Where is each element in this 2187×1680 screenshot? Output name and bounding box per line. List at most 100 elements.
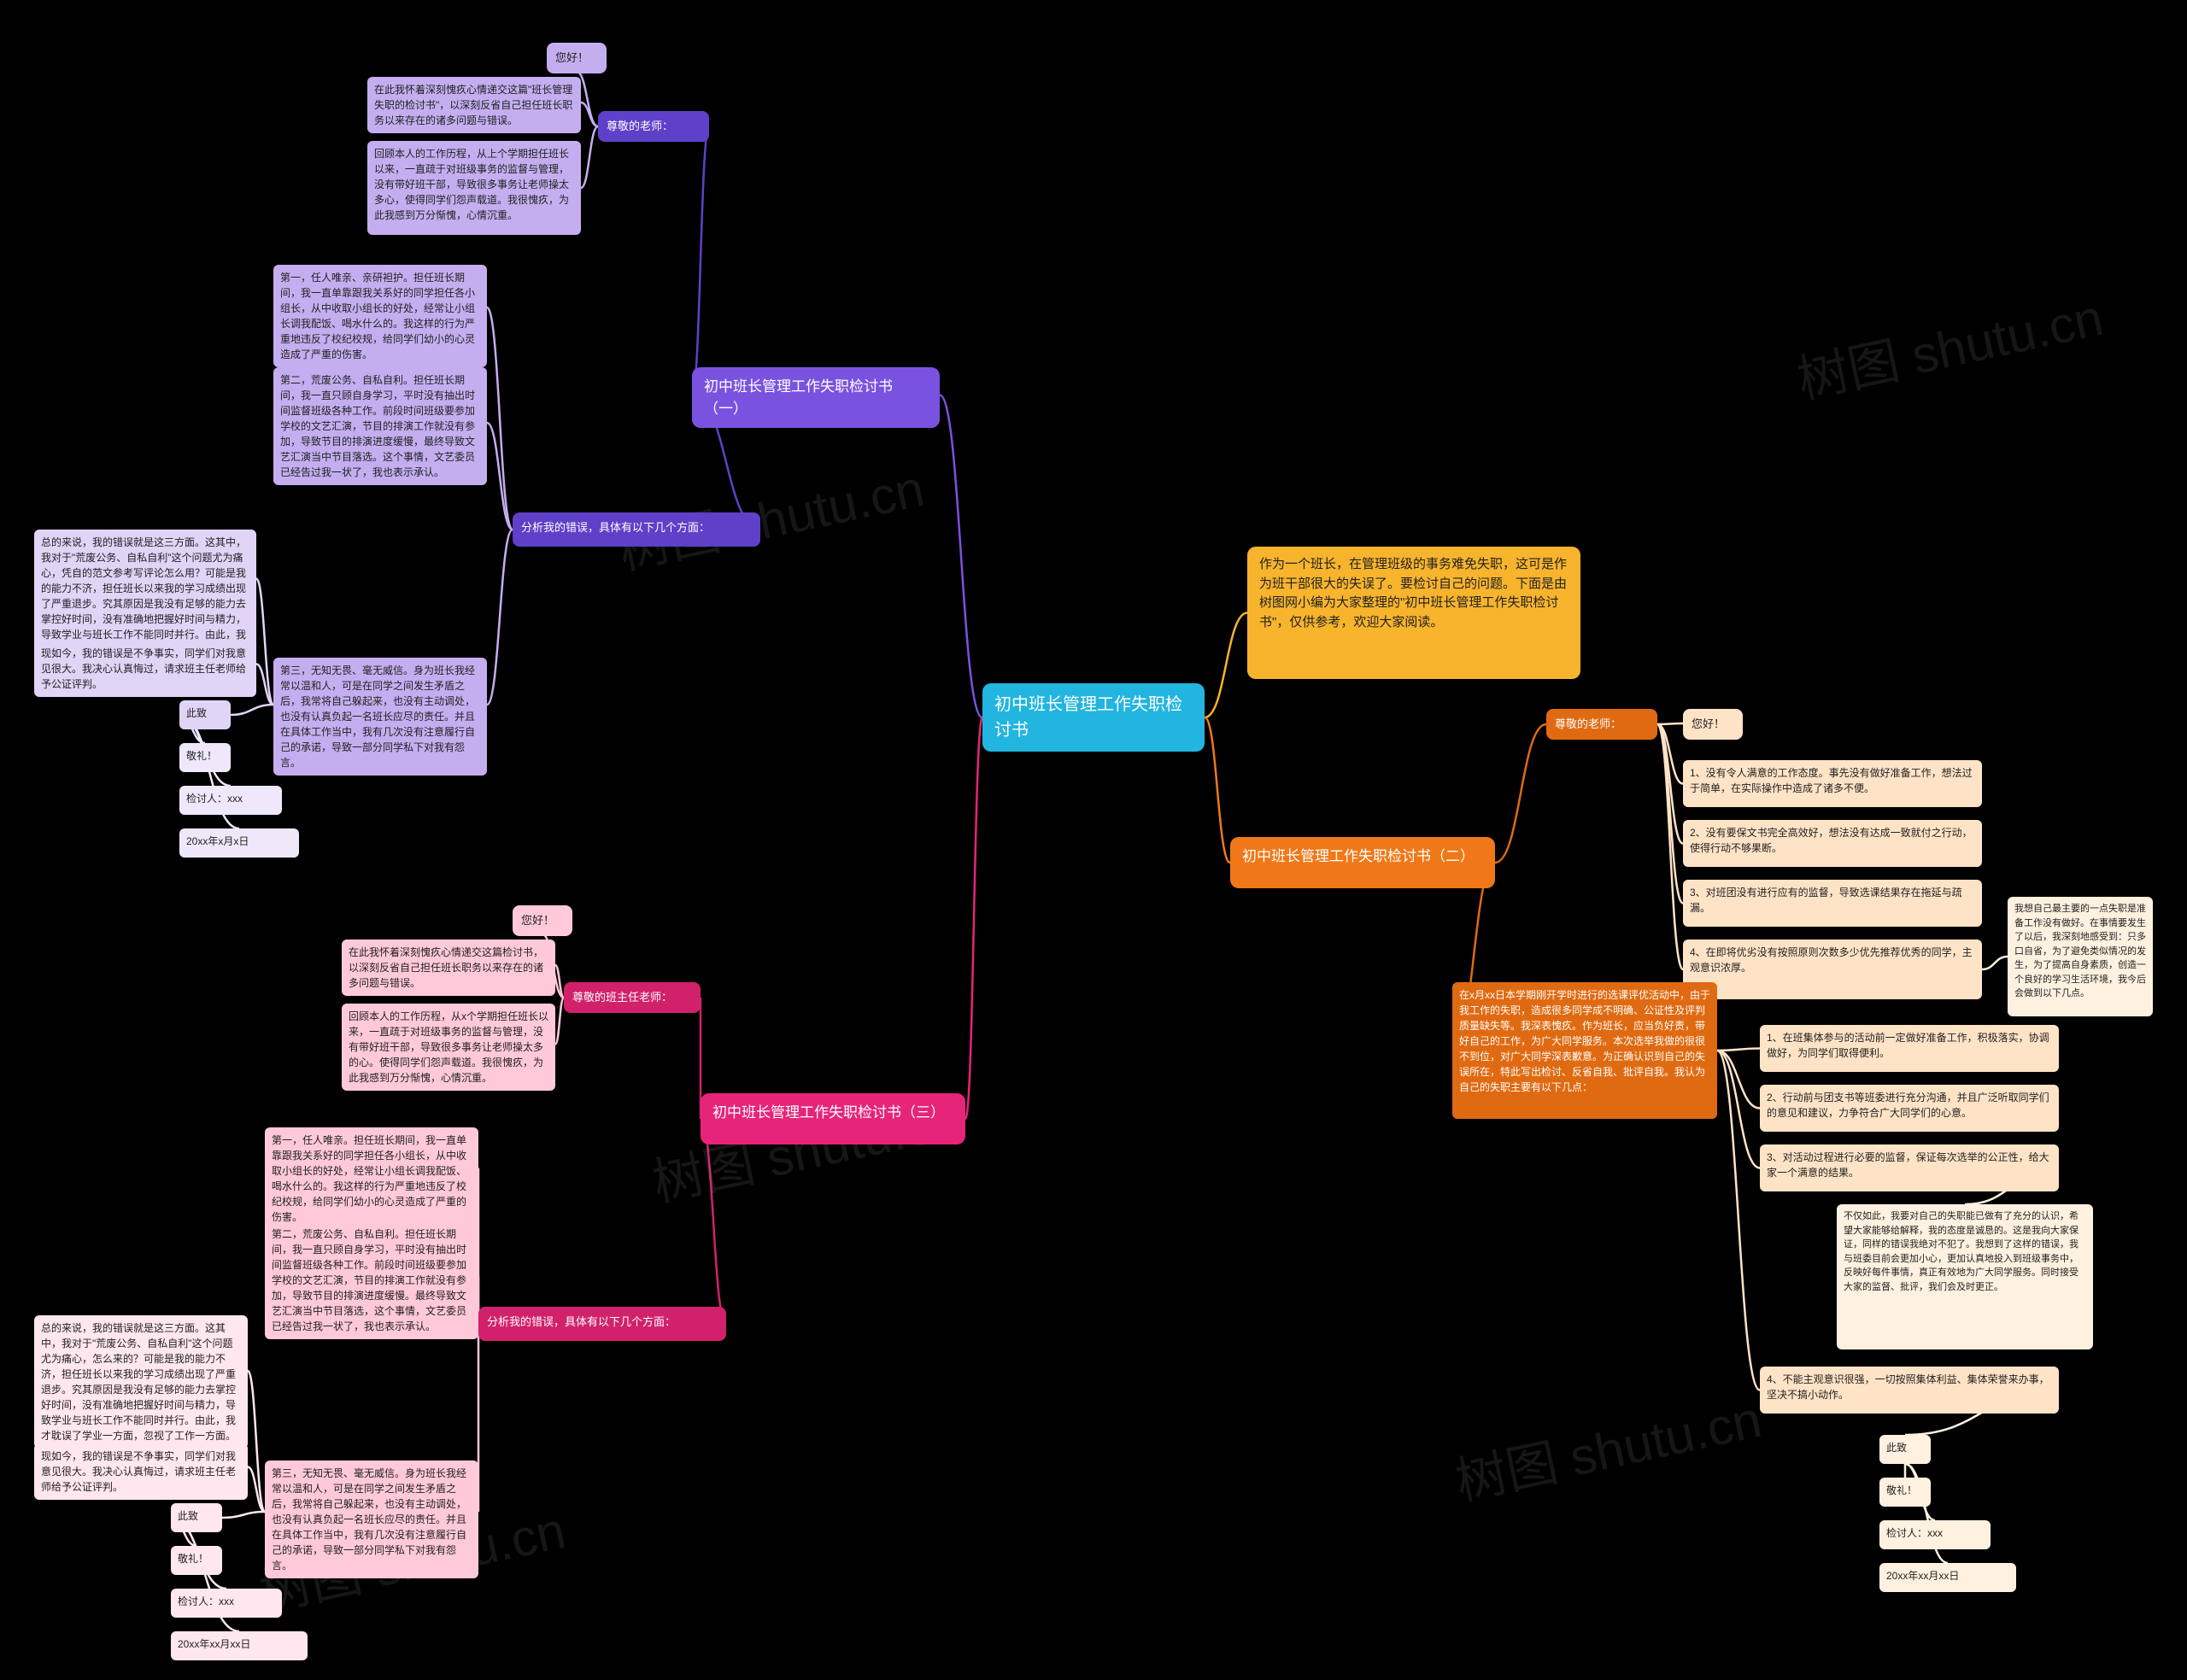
node-s3_close4[interactable]: 20xx年xx月xx日 xyxy=(171,1631,308,1660)
edge xyxy=(1717,1051,1760,1109)
node-s3_hello[interactable]: 您好！ xyxy=(513,905,572,936)
node-s1_sum2[interactable]: 现如今，我的错误是不争事实，同学们对我意见很大。我决心认真悔过，请求班主任老师给… xyxy=(34,641,256,697)
node-text: 20xx年xx月xx日 xyxy=(1886,1570,1959,1582)
edge xyxy=(248,1467,265,1513)
node-s2_close4[interactable]: 20xx年xx月xx日 xyxy=(1879,1563,2016,1592)
node-s1_a3[interactable]: 第三，无知无畏、毫无威信。身为班长我经常以温和人，可是在同学之间发生矛盾之后，我… xyxy=(273,658,487,776)
node-sec1[interactable]: 初中班长管理工作失职检讨书（一） xyxy=(692,367,940,428)
node-s3_a1[interactable]: 第一，任人唯亲。担任班长期间，我一直单靠跟我关系好的同学担任各小组长，从中收取小… xyxy=(265,1127,478,1230)
node-text: 2、没有要保文书完全高效好，想法没有达成一致就付之行动，使得行动不够果断。 xyxy=(1690,827,1973,854)
node-text: 我想自己最主要的一点失职是准备工作没有做好。在事情要发生了以后，我深刻地感受到：… xyxy=(2014,904,2146,998)
node-s2_b4ext[interactable]: 我想自己最主要的一点失职是准备工作没有做好。在事情要发生了以后，我深刻地感受到：… xyxy=(2008,897,2153,1016)
edge xyxy=(692,126,709,395)
node-s1_teacher[interactable]: 尊敬的老师： xyxy=(598,111,709,142)
node-s3_sum1[interactable]: 总的来说，我的错误就是这三方面。这其中，我对于"荒废公务、自私自利"这个问题尤为… xyxy=(34,1315,248,1449)
node-s3_close2[interactable]: 敬礼！ xyxy=(171,1546,222,1575)
node-s1_hello[interactable]: 您好！ xyxy=(547,43,607,73)
node-s3_p2[interactable]: 回顾本人的工作历程，从x个学期担任班长以来，一直疏于对班级事务的监督与管理，没有… xyxy=(342,1004,555,1091)
node-s1_analysis[interactable]: 分析我的错误，具体有以下几个方面： xyxy=(513,512,760,547)
node-s2_hello[interactable]: 您好！ xyxy=(1683,709,1743,740)
node-s2_b3[interactable]: 3、对班团没有进行应有的监督，导致选课结果存在拖延与疏漏。 xyxy=(1683,880,1982,927)
node-text: 第一，任人唯亲、亲研袒护。担任班长期间，我一直单靠跟我关系好的同学担任各小组长，… xyxy=(280,272,475,360)
edge xyxy=(1717,1051,1760,1168)
node-s2_close2[interactable]: 敬礼！ xyxy=(1879,1478,1931,1507)
node-text: 在此我怀着深刻愧疚心情递交这篇检讨书，以深刻反省自己担任班长职务以来存在的诸多问… xyxy=(349,946,543,989)
node-text: 分析我的错误，具体有以下几个方面： xyxy=(487,1315,676,1328)
node-s3_close3[interactable]: 检讨人：xxx xyxy=(171,1589,282,1618)
node-s2_c3[interactable]: 3、对活动过程进行必要的监督，保证每次选举的公正性，给大家一个满意的结果。 xyxy=(1760,1144,2059,1191)
edge xyxy=(256,664,273,705)
node-s1_a2[interactable]: 第二，荒废公务、自私自利。担任班长期间，我一直只顾自身学习，平时没有抽出时间监督… xyxy=(273,367,487,485)
edge xyxy=(248,1371,265,1512)
edge xyxy=(1495,724,1546,863)
edge xyxy=(1657,724,1683,844)
node-text: 在此我怀着深刻愧疚心情递交这篇"班长管理失职的检讨书"，以深刻反省自己担任班长职… xyxy=(374,84,572,126)
node-s3_a2[interactable]: 第二，荒废公务、自私自利。担任班长期间，我一直只顾自身学习，平时没有抽出时间监督… xyxy=(265,1221,478,1339)
node-intro[interactable]: 作为一个班长，在管理班级的事务难免失职，这可是作为班干部很大的失误了。要检讨自己… xyxy=(1247,547,1580,679)
node-text: 作为一个班长，在管理班级的事务难免失职，这可是作为班干部很大的失误了。要检讨自己… xyxy=(1259,557,1567,629)
edge xyxy=(555,965,564,998)
node-s2_c3ext[interactable]: 不仅如此，我要对自己的失职能已做有了充分的认识，希望大家能够给解释，我的态度是诚… xyxy=(1837,1204,2093,1349)
node-s2_close3[interactable]: 检讨人：xxx xyxy=(1879,1520,1991,1549)
node-text: 初中班长管理工作失职检讨书（三） xyxy=(712,1104,945,1121)
node-text: 现如今，我的错误是不争事实，同学们对我意见很大。我决心认真悔过，请求班主任老师给… xyxy=(41,1450,236,1493)
node-text: 3、对活动过程进行必要的监督，保证每次选举的公正性，给大家一个满意的结果。 xyxy=(1767,1151,2049,1179)
node-s1_p1[interactable]: 在此我怀着深刻愧疚心情递交这篇"班长管理失职的检讨书"，以深刻反省自己担任班长职… xyxy=(367,77,581,133)
node-center[interactable]: 初中班长管理工作失职检讨书 xyxy=(982,683,1205,752)
node-s1_close4[interactable]: 20xx年x月x日 xyxy=(179,828,299,858)
node-text: 第三，无知无畏、毫无威信。身为班长我经常以温和人，可是在同学之间发生矛盾之后，我… xyxy=(272,1467,466,1572)
watermark: 树图 shutu.cn xyxy=(1790,276,2109,413)
node-s3_analysis[interactable]: 分析我的错误，具体有以下几个方面： xyxy=(478,1307,726,1341)
edge xyxy=(1657,724,1683,904)
node-text: 第三，无知无畏、毫无威信。身为班长我经常以温和人，可是在同学之间发生矛盾之后，我… xyxy=(280,664,475,769)
node-s3_a3[interactable]: 第三，无知无畏、毫无威信。身为班长我经常以温和人，可是在同学之间发生矛盾之后，我… xyxy=(265,1460,478,1578)
node-s2_b1[interactable]: 1、没有令人满意的工作态度。事先没有做好准备工作，想法过于简单，在实际操作中造成… xyxy=(1683,760,1982,807)
node-s2_c4[interactable]: 4、不能主观意识很强，一切按照集体利益、集体荣誉来办事，坚决不搞小动作。 xyxy=(1760,1367,2059,1414)
node-text: 检讨人：xxx xyxy=(186,793,243,805)
node-text: 此致 xyxy=(186,707,207,719)
node-text: 初中班长管理工作失职检讨书 xyxy=(994,695,1182,740)
node-text: 检讨人：xxx xyxy=(178,1595,234,1607)
node-s2_b2[interactable]: 2、没有要保文书完全高效好，想法没有达成一致就付之行动，使得行动不够果断。 xyxy=(1683,820,1982,867)
node-text: 1、没有令人满意的工作态度。事先没有做好准备工作，想法过于简单，在实际操作中造成… xyxy=(1690,767,1973,794)
node-s3_teacher[interactable]: 尊敬的班主任老师： xyxy=(564,982,701,1013)
node-s2_teacher[interactable]: 尊敬的老师： xyxy=(1546,709,1657,740)
node-text: 第一，任人唯亲。担任班长期间，我一直单靠跟我关系好的同学担任各小组长，从中收取小… xyxy=(272,1134,466,1223)
node-s2_c1[interactable]: 1、在班集体参与的活动前一定做好准备工作，积极落实，协调做好，为同学们取得便利。 xyxy=(1760,1025,2059,1072)
edge xyxy=(256,579,273,705)
node-text: 您好！ xyxy=(1692,717,1725,730)
node-s1_close1[interactable]: 此致 xyxy=(179,700,231,729)
node-s2_c2[interactable]: 2、行动前与团支书等班委进行充分沟通，并且广泛听取同学们的意见和建议，力争符合广… xyxy=(1760,1085,2059,1132)
node-text: 敬礼！ xyxy=(186,750,217,762)
node-text: 3、对班团没有进行应有的监督，导致选课结果存在拖延与疏漏。 xyxy=(1690,887,1962,914)
node-text: 敬礼！ xyxy=(178,1553,208,1565)
node-sec3[interactable]: 初中班长管理工作失职检讨书（三） xyxy=(701,1093,965,1144)
node-s2_close1[interactable]: 此致 xyxy=(1879,1435,1931,1464)
node-s1_close3[interactable]: 检讨人：xxx xyxy=(179,786,282,815)
node-s3_sum2[interactable]: 现如今，我的错误是不争事实，同学们对我意见很大。我决心认真悔过，请求班主任老师给… xyxy=(34,1443,248,1500)
node-text: 1、在班集体参与的活动前一定做好准备工作，积极落实，协调做好，为同学们取得便利。 xyxy=(1767,1032,2049,1059)
edge xyxy=(940,395,982,718)
node-s3_p1[interactable]: 在此我怀着深刻愧疚心情递交这篇检讨书，以深刻反省自己担任班长职务以来存在的诸多问… xyxy=(342,940,555,996)
node-s2_b4[interactable]: 4、在即将优劣没有按照原则次数多少优先推荐优秀的同学，主观意识浓厚。 xyxy=(1683,940,1982,999)
edge xyxy=(555,998,564,1045)
node-text: 尊敬的老师： xyxy=(607,120,673,132)
node-s1_a1[interactable]: 第一，任人唯亲、亲研袒护。担任班长期间，我一直单靠跟我关系好的同学担任各小组长，… xyxy=(273,265,487,367)
edge xyxy=(1982,957,2008,969)
node-text: 分析我的错误，具体有以下几个方面： xyxy=(521,521,710,534)
node-s2_main[interactable]: 在x月xx日本学期刚开学时进行的选课评优活动中，由于我工作的失职，造成很多同学成… xyxy=(1452,982,1717,1119)
node-sec2[interactable]: 初中班长管理工作失职检讨书（二） xyxy=(1230,837,1495,888)
node-s1_close2[interactable]: 敬礼！ xyxy=(179,743,231,772)
node-s1_p2[interactable]: 回顾本人的工作历程，从上个学期担任班长以来，一直疏于对班级事务的监督与管理，没有… xyxy=(367,141,581,235)
edge xyxy=(1205,613,1247,718)
node-text: 20xx年xx月xx日 xyxy=(178,1638,250,1650)
edge xyxy=(1717,1051,1760,1390)
node-text: 初中班长管理工作失职检讨书（二） xyxy=(1242,848,1475,864)
edge xyxy=(581,126,598,188)
edge xyxy=(231,705,273,715)
node-text: 检讨人：xxx xyxy=(1886,1527,1943,1539)
node-s3_close1[interactable]: 此致 xyxy=(171,1503,222,1532)
node-text: 尊敬的老师： xyxy=(1555,717,1621,730)
node-text: 初中班长管理工作失职检讨书（一） xyxy=(704,378,893,417)
node-text: 您好！ xyxy=(521,914,554,927)
